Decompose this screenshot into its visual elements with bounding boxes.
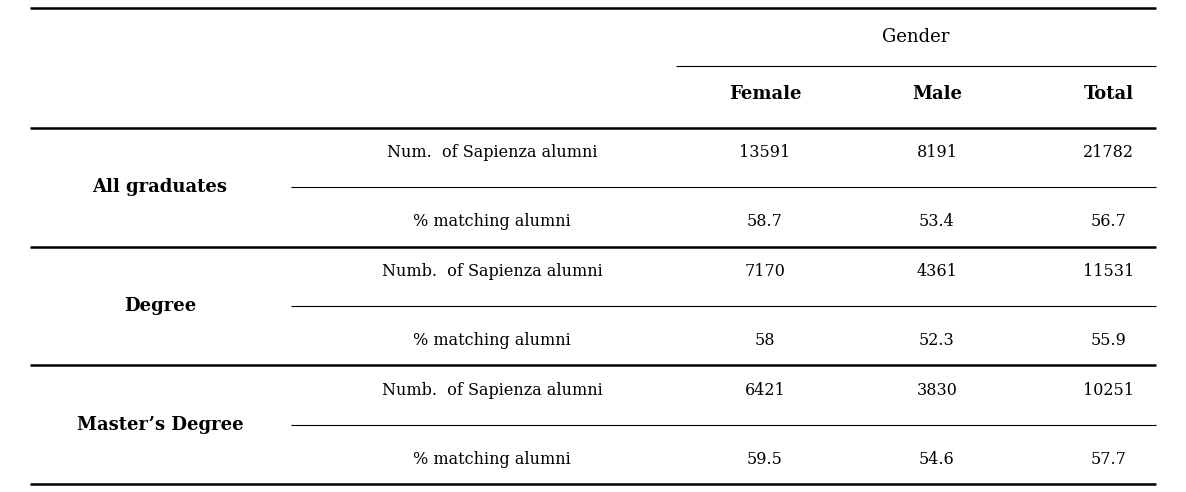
Text: 58: 58 <box>754 332 776 349</box>
Text: 57.7: 57.7 <box>1091 451 1127 467</box>
Text: 54.6: 54.6 <box>919 451 955 467</box>
Text: 13591: 13591 <box>739 145 791 161</box>
Text: 58.7: 58.7 <box>747 213 783 230</box>
Text: 7170: 7170 <box>745 263 785 280</box>
Text: 10251: 10251 <box>1083 382 1135 399</box>
Text: Numb.  of Sapienza alumni: Numb. of Sapienza alumni <box>382 263 602 280</box>
Text: 53.4: 53.4 <box>919 213 955 230</box>
Text: 6421: 6421 <box>745 382 785 399</box>
Text: % matching alumni: % matching alumni <box>413 332 572 349</box>
Text: Num.  of Sapienza alumni: Num. of Sapienza alumni <box>387 145 598 161</box>
Text: Degree: Degree <box>125 297 196 315</box>
Text: Gender: Gender <box>882 28 950 46</box>
Text: Male: Male <box>912 85 962 103</box>
Text: % matching alumni: % matching alumni <box>413 451 572 467</box>
Text: Female: Female <box>728 85 802 103</box>
Text: 52.3: 52.3 <box>919 332 955 349</box>
Text: 11531: 11531 <box>1083 263 1135 280</box>
Text: 3830: 3830 <box>917 382 957 399</box>
Text: 8191: 8191 <box>917 145 957 161</box>
Text: 59.5: 59.5 <box>747 451 783 467</box>
Text: All graduates: All graduates <box>93 178 228 196</box>
Text: Total: Total <box>1084 85 1134 103</box>
Text: Master’s Degree: Master’s Degree <box>77 416 243 433</box>
Text: 21782: 21782 <box>1083 145 1135 161</box>
Text: 4361: 4361 <box>917 263 957 280</box>
Text: 56.7: 56.7 <box>1091 213 1127 230</box>
Text: % matching alumni: % matching alumni <box>413 213 572 230</box>
Text: 55.9: 55.9 <box>1091 332 1127 349</box>
Text: Numb.  of Sapienza alumni: Numb. of Sapienza alumni <box>382 382 602 399</box>
